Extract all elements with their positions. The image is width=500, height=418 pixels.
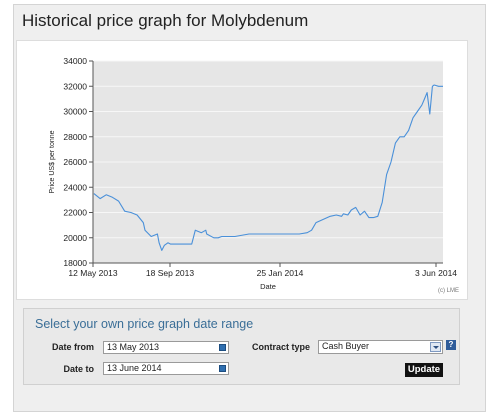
y-tick-label: 22000 (63, 208, 87, 218)
dropdown-arrow-icon[interactable] (430, 342, 441, 352)
date-from-label: Date from (51, 342, 94, 352)
date-range-title: Select your own price graph date range (35, 317, 254, 331)
y-tick-label: 32000 (63, 81, 87, 91)
y-tick-label: 20000 (63, 233, 87, 243)
y-tick-label: 26000 (63, 157, 87, 167)
date-to-label: Date to (63, 364, 94, 374)
price-chart: 18000 20000 22000 24000 26000 28000 30000 32000… (49, 56, 457, 291)
x-axis-label: Date (260, 282, 276, 291)
contract-type-label: Contract type (251, 342, 310, 352)
copyright-note: (c) LME (438, 288, 459, 294)
calendar-icon[interactable] (219, 365, 226, 372)
y-tick-label: 34000 (63, 56, 87, 66)
help-icon[interactable]: ? (446, 340, 456, 350)
calendar-icon[interactable] (219, 344, 226, 351)
x-tick-label: 18 Sep 2013 (146, 268, 194, 278)
contract-type-value: Cash Buyer (322, 341, 370, 351)
y-tick-label: 24000 (63, 182, 87, 192)
page-title: Historical price graph for Molybdenum (22, 11, 309, 30)
x-tick-label: 3 Jun 2014 (415, 268, 457, 278)
y-tick-label: 18000 (63, 258, 87, 268)
date-from-value: 13 May 2013 (107, 342, 160, 352)
y-axis-label: Price US$ per tonne (49, 130, 56, 193)
date-to-value: 13 June 2014 (107, 363, 162, 373)
y-tick-label: 28000 (63, 132, 87, 142)
x-tick-label: 12 May 2013 (68, 268, 117, 278)
y-tick-label: 30000 (63, 107, 87, 117)
x-tick-label: 25 Jan 2014 (257, 268, 304, 278)
contract-type-select[interactable]: Cash Buyer (318, 340, 443, 354)
date-from-input[interactable]: 13 May 2013 (103, 341, 229, 354)
date-to-input[interactable]: 13 June 2014 (103, 362, 229, 375)
update-button[interactable]: Update (405, 363, 443, 377)
chart-panel: 18000 20000 22000 24000 26000 28000 30000 32000… (16, 40, 468, 300)
price-line (93, 84, 443, 251)
